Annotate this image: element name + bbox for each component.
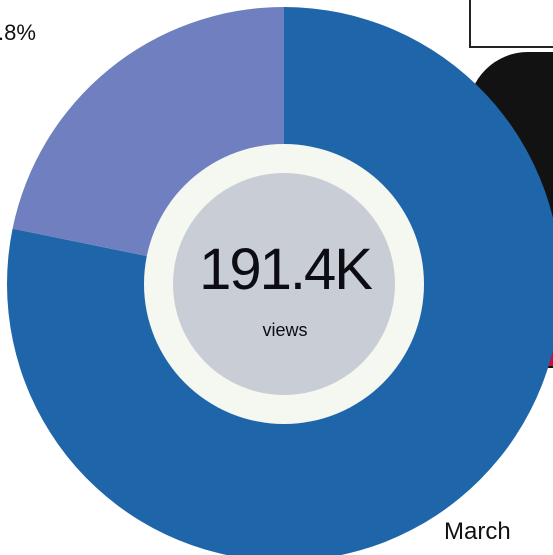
slice-category-label: March [444, 518, 511, 545]
center-total-value: 191.4K [199, 237, 373, 302]
legend-frame [469, 0, 553, 48]
center-total-unit: views [262, 320, 308, 340]
donut-hole-fill [173, 173, 395, 395]
slice-percent-label: .8% [0, 20, 36, 45]
donut-slice-0 [7, 7, 553, 555]
